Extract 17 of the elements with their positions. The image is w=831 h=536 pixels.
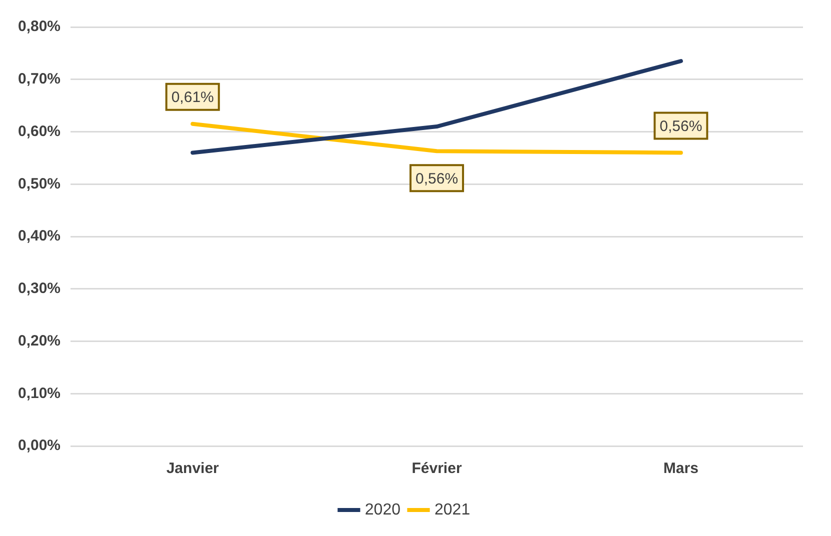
data-label: 0,56% [660, 118, 702, 135]
y-tick-label: 0,50% [18, 175, 61, 192]
y-tick-label: 0,80% [18, 18, 61, 36]
y-tick-label: 0,60% [18, 122, 61, 140]
data-label: 0,56% [415, 170, 458, 188]
legend-label: 2020 [364, 501, 401, 518]
y-tick-label: 0,10% [18, 384, 61, 402]
y-tick-label: 0,40% [18, 228, 61, 245]
x-tick-label: Mars [663, 460, 698, 478]
y-tick-label: 0,00% [18, 437, 61, 454]
legend-label: 2021 [434, 501, 470, 518]
data-label: 0,61% [171, 89, 214, 106]
x-tick-label: Février [412, 460, 462, 478]
y-tick-label: 0,20% [18, 332, 61, 350]
y-tick-label: 0,70% [18, 70, 61, 88]
x-tick-label: Janvier [166, 460, 220, 478]
y-tick-label: 0,30% [18, 280, 61, 298]
